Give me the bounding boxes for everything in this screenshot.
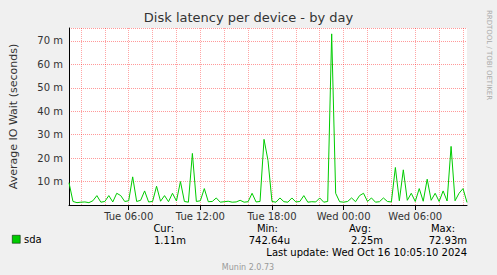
svg-text:1.11m: 1.11m [154, 235, 186, 246]
svg-text:30 m: 30 m [37, 129, 63, 140]
svg-text:20 m: 20 m [37, 153, 63, 164]
svg-text:Avg:: Avg: [349, 223, 371, 234]
svg-text:Cur:: Cur: [153, 223, 174, 234]
svg-text:2.25m: 2.25m [351, 235, 383, 246]
svg-text:Tue 12:00: Tue 12:00 [175, 211, 225, 222]
svg-text:72.93m: 72.93m [429, 235, 467, 246]
svg-text:70 m: 70 m [37, 35, 63, 46]
svg-text:742.64u: 742.64u [249, 235, 290, 246]
svg-text:10 m: 10 m [37, 176, 63, 187]
svg-text:Average IO Wait (seconds): Average IO Wait (seconds) [7, 44, 20, 189]
svg-text:sda: sda [24, 234, 42, 245]
svg-text:Max:: Max: [431, 223, 455, 234]
svg-text:Tue 18:00: Tue 18:00 [246, 211, 296, 222]
svg-text:40 m: 40 m [37, 106, 63, 117]
svg-text:Tue 06:00: Tue 06:00 [103, 211, 153, 222]
svg-text:Last update: Wed Oct 16 10:05:: Last update: Wed Oct 16 10:05:10 2024 [266, 247, 467, 258]
svg-text:50 m: 50 m [37, 82, 63, 93]
svg-text:Disk latency per device - by d: Disk latency per device - by day [144, 10, 354, 25]
svg-text:Wed 00:00: Wed 00:00 [317, 211, 371, 222]
svg-text:RRDTOOL / TOBI OETIKER: RRDTOOL / TOBI OETIKER [485, 10, 493, 100]
svg-text:Wed 06:00: Wed 06:00 [388, 211, 442, 222]
svg-text:Munin 2.0.73: Munin 2.0.73 [222, 263, 274, 272]
svg-text:Min:: Min: [257, 223, 278, 234]
svg-text:60 m: 60 m [37, 59, 63, 70]
